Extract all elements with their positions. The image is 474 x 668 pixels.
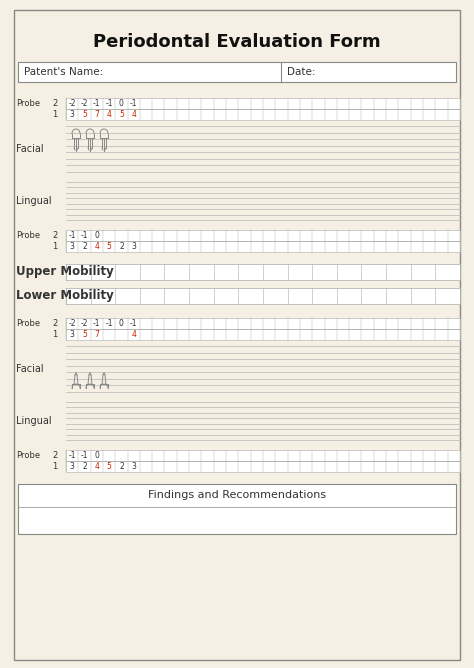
Text: Findings and Recommendations: Findings and Recommendations	[148, 490, 326, 500]
Bar	[66, 241, 460, 252]
Text: 2: 2	[52, 319, 57, 328]
Text: Facial: Facial	[16, 144, 44, 154]
Text: Lower Mobility: Lower Mobility	[16, 289, 114, 303]
Text: 2: 2	[82, 242, 87, 251]
Text: 0: 0	[119, 99, 124, 108]
Text: 3: 3	[70, 330, 74, 339]
Text: 0: 0	[94, 231, 99, 240]
Text: 0: 0	[119, 319, 124, 328]
Text: 5: 5	[82, 110, 87, 119]
Text: 7: 7	[94, 110, 99, 119]
Text: 1: 1	[52, 110, 57, 119]
Text: -2: -2	[81, 99, 88, 108]
Text: Probe: Probe	[16, 319, 40, 328]
Text: 2: 2	[52, 451, 57, 460]
Text: 5: 5	[82, 330, 87, 339]
Text: 2: 2	[119, 462, 124, 471]
Text: Probe: Probe	[16, 231, 40, 240]
Text: 3: 3	[131, 462, 136, 471]
Bar	[66, 318, 460, 329]
Text: 4: 4	[131, 110, 136, 119]
Text: -1: -1	[68, 451, 76, 460]
Text: -1: -1	[105, 319, 113, 328]
Text: Date:: Date:	[287, 67, 315, 77]
Bar	[66, 230, 460, 241]
Text: 7: 7	[94, 330, 99, 339]
Text: 3: 3	[131, 242, 136, 251]
Text: Upper Mobility: Upper Mobility	[16, 265, 114, 279]
Text: 0: 0	[94, 451, 99, 460]
Text: 5: 5	[107, 462, 111, 471]
Text: 2: 2	[52, 231, 57, 240]
Text: Lingual: Lingual	[16, 196, 52, 206]
Text: -1: -1	[93, 99, 100, 108]
Text: 3: 3	[70, 462, 74, 471]
Bar	[66, 264, 460, 280]
Text: -2: -2	[68, 319, 76, 328]
Text: 4: 4	[94, 462, 99, 471]
Text: 4: 4	[131, 330, 136, 339]
Text: 5: 5	[119, 110, 124, 119]
Text: Probe: Probe	[16, 451, 40, 460]
Text: Periodontal Evaluation Form: Periodontal Evaluation Form	[93, 33, 381, 51]
Text: 4: 4	[107, 110, 111, 119]
Bar	[66, 288, 460, 304]
Bar	[66, 329, 460, 340]
Text: -1: -1	[130, 319, 137, 328]
Text: -2: -2	[68, 99, 76, 108]
Text: 2: 2	[82, 462, 87, 471]
Text: Facial: Facial	[16, 364, 44, 374]
Text: -1: -1	[93, 319, 100, 328]
Bar	[66, 461, 460, 472]
Text: 2: 2	[52, 99, 57, 108]
Bar	[66, 98, 460, 109]
Text: 1: 1	[52, 462, 57, 471]
Text: -1: -1	[68, 231, 76, 240]
Text: -2: -2	[81, 319, 88, 328]
Text: Probe: Probe	[16, 99, 40, 108]
Text: -1: -1	[81, 451, 88, 460]
Text: -1: -1	[81, 231, 88, 240]
Text: Lingual: Lingual	[16, 416, 52, 426]
Text: 4: 4	[94, 242, 99, 251]
Text: -1: -1	[130, 99, 137, 108]
Bar	[18, 484, 456, 534]
Bar	[66, 109, 460, 120]
Text: 3: 3	[70, 242, 74, 251]
Text: -1: -1	[105, 99, 113, 108]
Text: 1: 1	[52, 242, 57, 251]
Text: 5: 5	[107, 242, 111, 251]
Text: 2: 2	[119, 242, 124, 251]
Text: 1: 1	[52, 330, 57, 339]
Bar	[66, 450, 460, 461]
Text: Patent's Name:: Patent's Name:	[24, 67, 103, 77]
Bar	[18, 62, 456, 82]
Text: 3: 3	[70, 110, 74, 119]
